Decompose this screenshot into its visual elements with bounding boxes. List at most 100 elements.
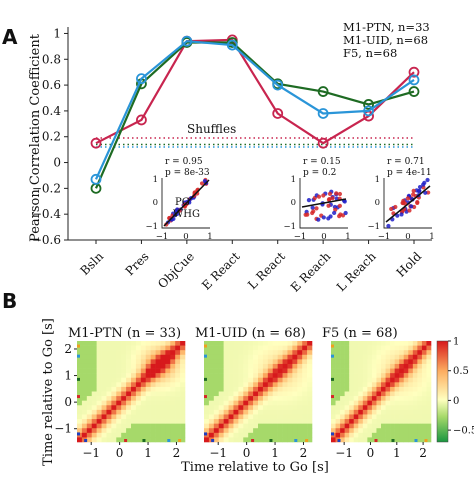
- heatmap-cell: [426, 419, 432, 424]
- heatmap-cell: [376, 423, 382, 429]
- heatmap-cell: [81, 414, 88, 420]
- heatmap-cell: [253, 354, 259, 360]
- heatmap-cell: [101, 345, 107, 351]
- heatmap-cell: [344, 428, 350, 434]
- heatmap-cell: [228, 350, 234, 356]
- heatmap-cell: [81, 363, 88, 369]
- heatmap-cell: [81, 419, 88, 424]
- heatmap-cell: [228, 377, 234, 383]
- heatmap-cell: [376, 409, 382, 415]
- series-marker: [408, 74, 420, 86]
- heatmap-cell: [403, 359, 409, 365]
- heatmap-cell: [367, 391, 373, 397]
- heatmap-cell: [376, 391, 382, 397]
- heatmap-cell: [421, 373, 427, 379]
- heatmap-cell: [287, 400, 293, 406]
- heatmap-cell: [399, 373, 405, 379]
- heatmap-cell: [243, 405, 249, 411]
- heatmap-cell: [175, 363, 181, 369]
- heatmap-cell: [140, 341, 147, 346]
- event-marker: [167, 439, 171, 442]
- ytick-label: 0.8: [42, 52, 61, 66]
- heatmap-cell: [385, 405, 391, 411]
- heatmap-cell: [426, 414, 432, 420]
- heatmap-cell: [175, 386, 181, 392]
- heatmap-cell: [408, 382, 414, 388]
- heatmap-cell: [116, 354, 122, 360]
- heatmap-cell: [331, 405, 336, 411]
- heatmap-cell: [91, 428, 97, 434]
- heatmap-cell: [140, 373, 147, 379]
- heatmap-cell: [126, 391, 132, 397]
- heatmap-cell: [228, 359, 234, 365]
- series-marker: [363, 99, 374, 110]
- heatmap-cell: [131, 423, 137, 429]
- heatmap-cell: [331, 400, 336, 406]
- heatmap-cell: [385, 423, 391, 429]
- inset-2-p: p = 0.2: [303, 168, 336, 178]
- heatmap-cell: [399, 391, 405, 397]
- event-marker: [204, 377, 207, 381]
- heatmap-cell: [170, 363, 176, 369]
- heatmap-cell: [223, 428, 229, 434]
- heatmap-cell: [399, 432, 405, 438]
- inset-3-ytick: 0: [375, 198, 380, 208]
- heatmap-cell: [426, 377, 432, 383]
- heatmap-cell: [96, 432, 102, 438]
- heatmap-cell: [331, 345, 336, 351]
- heatmap-cell: [344, 396, 350, 401]
- inset-2-r: r = 0.15: [303, 157, 341, 167]
- heatmap-cell: [292, 428, 298, 434]
- heatmap-cell: [223, 386, 229, 392]
- heatmap-cell: [175, 373, 181, 379]
- heatmap-cell: [218, 400, 224, 406]
- heatmap-cell: [307, 354, 313, 360]
- heatmap-cell: [101, 363, 107, 369]
- heatmap-cell: [297, 409, 303, 415]
- heatmap-cell: [297, 345, 303, 351]
- heatmap-cell: [253, 391, 259, 397]
- heatmap-cell: [116, 350, 122, 356]
- xtick-label: 2: [300, 446, 308, 460]
- heatmap-cell: [170, 419, 176, 424]
- heatmap-cell: [208, 382, 215, 388]
- heatmap-cell: [150, 391, 156, 397]
- heatmap-cell: [175, 396, 181, 401]
- heatmap-cell: [335, 354, 341, 360]
- heatmap-cell: [126, 363, 132, 369]
- inset-3-xtick: 1: [429, 232, 434, 242]
- heatmap-cell: [106, 391, 112, 397]
- heatmap-cell: [165, 396, 171, 401]
- heatmap-cell: [390, 363, 395, 369]
- heatmap-cell: [335, 423, 341, 429]
- panel-a-xticks: Bsln Pres ObjCue E React L React E Reach L Rea…: [78, 240, 424, 295]
- heatmap-cell: [253, 368, 259, 374]
- heatmap-cell: [385, 350, 391, 356]
- heatmap-cell: [91, 341, 97, 346]
- heatmap-cell: [390, 432, 395, 438]
- heatmap-cell: [408, 386, 414, 392]
- heatmap-cell: [228, 414, 234, 420]
- heatmap-cell: [376, 432, 382, 438]
- heatmap-cell: [170, 382, 176, 388]
- heatmap-cell: [77, 391, 83, 397]
- heatmap-cell: [272, 350, 278, 356]
- heatmap-cell: [248, 437, 254, 443]
- inset-1-ytick: 1: [153, 175, 158, 185]
- heatmap-cell: [140, 423, 147, 429]
- heatmap-cell: [421, 419, 427, 424]
- heatmap-cell: [399, 428, 405, 434]
- heatmap-cell: [390, 345, 395, 351]
- heatmap-cell: [297, 350, 303, 356]
- heatmap-cell: [160, 373, 166, 379]
- heatmap-cell: [155, 341, 161, 346]
- heatmap-cell: [277, 396, 283, 401]
- heatmap-cell: [150, 428, 156, 434]
- colorbar: [436, 340, 449, 443]
- heatmap-cell: [272, 386, 278, 392]
- heatmap-cell: [233, 363, 239, 369]
- heatmap-cell: [165, 409, 171, 415]
- heatmap-cell: [258, 405, 264, 411]
- heatmap-cell: [412, 382, 418, 388]
- heatmap-cell: [86, 350, 93, 356]
